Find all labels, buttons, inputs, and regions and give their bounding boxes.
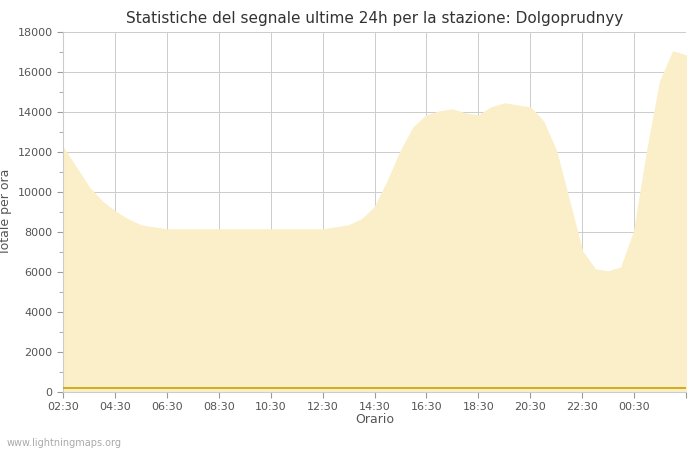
Y-axis label: Totale per ora: Totale per ora	[0, 168, 12, 255]
X-axis label: Orario: Orario	[355, 413, 394, 426]
Title: Statistiche del segnale ultime 24h per la stazione: Dolgoprudnyy: Statistiche del segnale ultime 24h per l…	[126, 11, 623, 26]
Text: www.lightningmaps.org: www.lightningmaps.org	[7, 438, 122, 448]
